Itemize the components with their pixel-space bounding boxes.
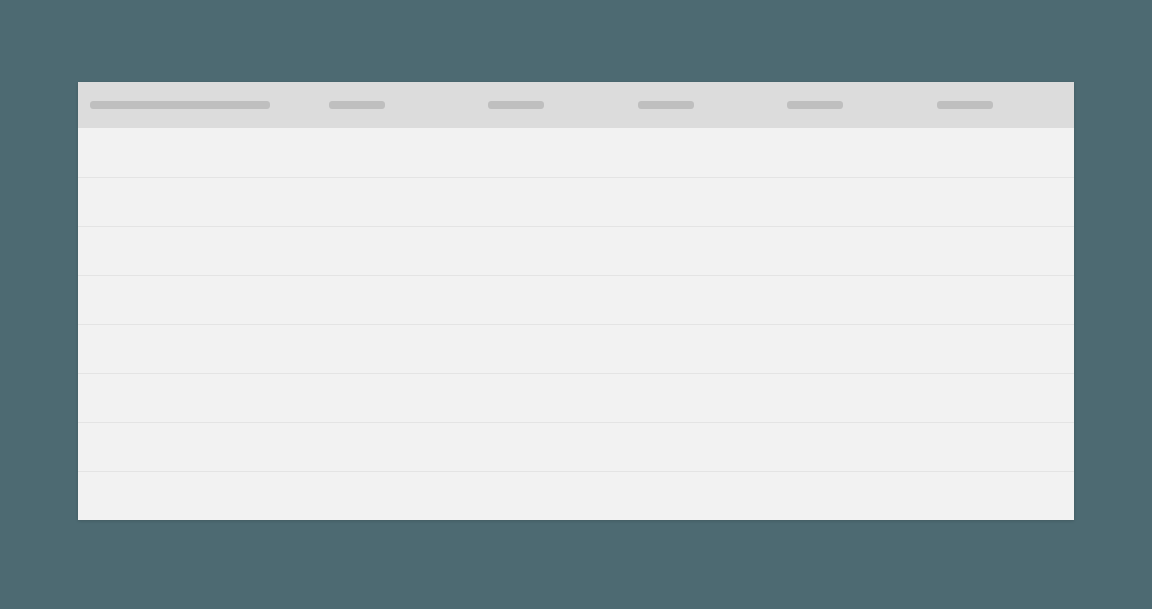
column-header[interactable] [317, 82, 476, 128]
table-cell [476, 177, 625, 226]
table-cell [626, 275, 775, 324]
table-cell [775, 226, 924, 275]
table-row[interactable] [78, 324, 1074, 373]
column-header[interactable] [476, 82, 625, 128]
table-body [78, 128, 1074, 520]
table-cell [78, 128, 317, 177]
table-cell [317, 471, 476, 520]
table-cell [476, 324, 625, 373]
table-cell [78, 324, 317, 373]
column-header[interactable] [925, 82, 1074, 128]
table-panel [78, 82, 1074, 520]
table-cell [476, 226, 625, 275]
table-cell [317, 128, 476, 177]
column-header[interactable] [626, 82, 775, 128]
table-cell [476, 128, 625, 177]
table-row[interactable] [78, 422, 1074, 471]
table-cell [317, 422, 476, 471]
table-cell [317, 177, 476, 226]
table-cell [476, 275, 625, 324]
table-cell [626, 324, 775, 373]
table-cell [626, 177, 775, 226]
table-cell [78, 226, 317, 275]
table-cell [925, 128, 1074, 177]
table-cell [925, 422, 1074, 471]
column-header[interactable] [78, 82, 317, 128]
table-cell [626, 373, 775, 422]
table-row[interactable] [78, 275, 1074, 324]
table-cell [925, 226, 1074, 275]
data-table [78, 82, 1074, 520]
table-cell [317, 275, 476, 324]
table-cell [626, 226, 775, 275]
table-cell [775, 324, 924, 373]
table-cell [476, 471, 625, 520]
table-cell [78, 177, 317, 226]
header-placeholder [488, 101, 544, 109]
table-cell [775, 128, 924, 177]
table-cell [317, 324, 476, 373]
header-placeholder [329, 101, 385, 109]
table-cell [775, 471, 924, 520]
table-cell [626, 422, 775, 471]
table-cell [925, 324, 1074, 373]
header-placeholder [90, 101, 270, 109]
table-cell [775, 422, 924, 471]
table-cell [78, 373, 317, 422]
table-cell [476, 422, 625, 471]
header-placeholder [787, 101, 843, 109]
table-cell [925, 373, 1074, 422]
table-cell [775, 177, 924, 226]
table-cell [78, 422, 317, 471]
table-header [78, 82, 1074, 128]
header-placeholder [937, 101, 993, 109]
column-header[interactable] [775, 82, 924, 128]
table-cell [317, 373, 476, 422]
table-row[interactable] [78, 177, 1074, 226]
table-cell [925, 177, 1074, 226]
header-placeholder [638, 101, 694, 109]
table-cell [626, 471, 775, 520]
table-row[interactable] [78, 128, 1074, 177]
table-cell [476, 373, 625, 422]
table-cell [925, 275, 1074, 324]
table-cell [775, 373, 924, 422]
table-cell [317, 226, 476, 275]
table-row[interactable] [78, 226, 1074, 275]
table-cell [775, 275, 924, 324]
table-cell [78, 275, 317, 324]
table-cell [925, 471, 1074, 520]
table-cell [626, 128, 775, 177]
table-row[interactable] [78, 471, 1074, 520]
table-cell [78, 471, 317, 520]
table-row[interactable] [78, 373, 1074, 422]
